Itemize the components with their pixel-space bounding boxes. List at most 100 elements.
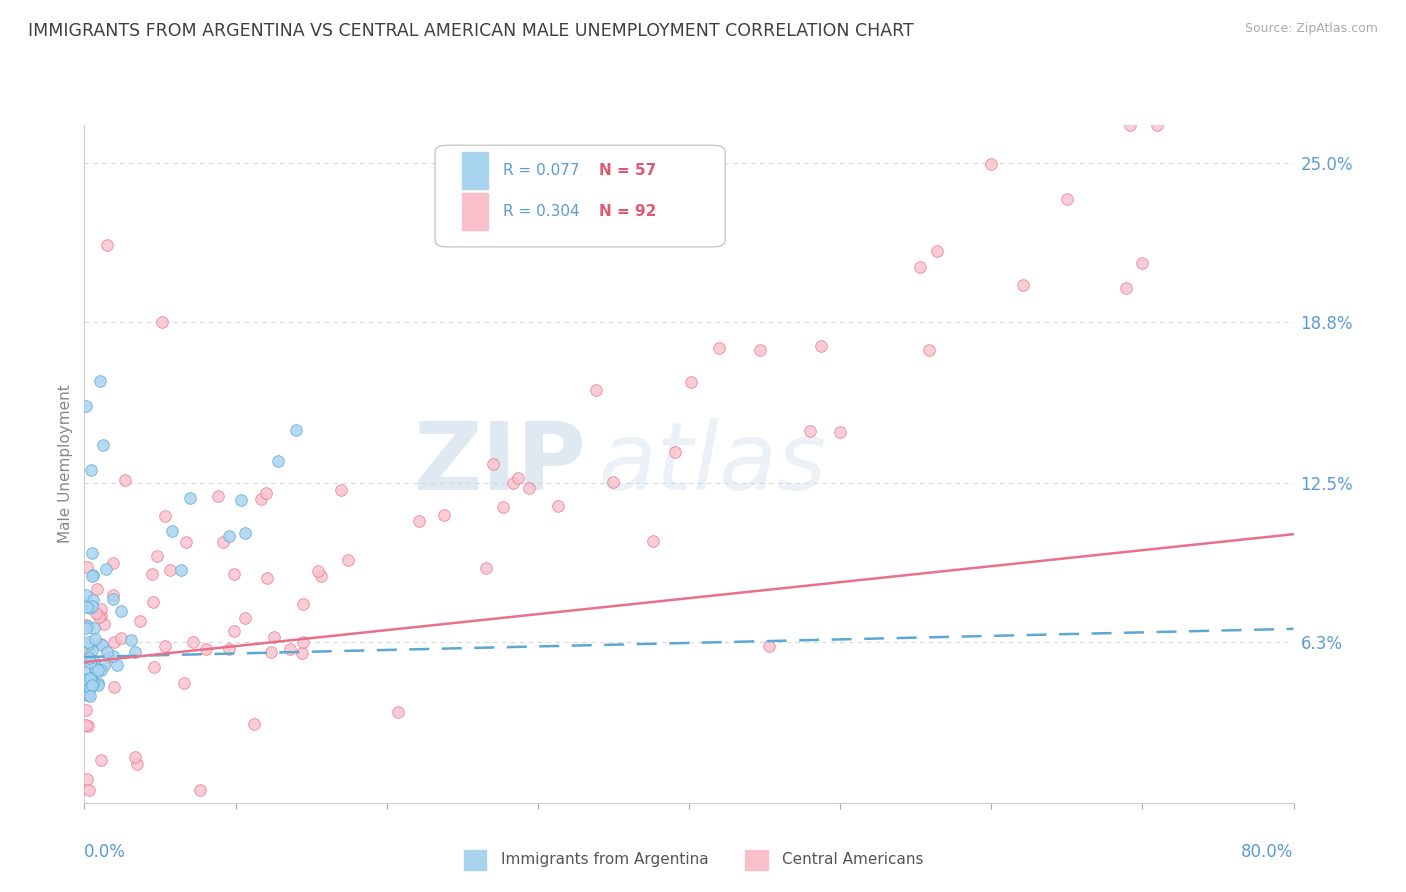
Point — [235, 611, 257, 625]
Point — [1146, 118, 1168, 132]
Point — [96, 238, 118, 252]
Point — [89, 374, 111, 388]
Point — [79, 689, 101, 703]
Point — [90, 602, 112, 616]
Text: N = 92: N = 92 — [599, 203, 657, 219]
Point — [77, 637, 100, 651]
Point — [105, 658, 128, 673]
Point — [129, 614, 152, 628]
Point — [502, 476, 524, 491]
Point — [76, 673, 98, 688]
Point — [79, 681, 101, 695]
Point — [87, 678, 110, 692]
Point — [79, 600, 101, 615]
Point — [83, 655, 105, 669]
Point — [222, 624, 245, 638]
Point — [114, 473, 136, 487]
Point — [925, 244, 948, 258]
Point — [233, 526, 256, 541]
Point — [90, 663, 112, 677]
Point — [1056, 193, 1078, 207]
Point — [433, 508, 456, 522]
Point — [96, 562, 118, 576]
Point — [242, 716, 264, 731]
Point — [980, 157, 1002, 171]
Point — [75, 621, 97, 635]
Point — [124, 645, 146, 659]
Point — [162, 524, 184, 538]
Point — [84, 632, 107, 646]
Point — [266, 454, 288, 468]
Point — [82, 643, 104, 657]
Point — [82, 593, 104, 607]
Point — [76, 719, 98, 733]
Point — [127, 757, 149, 772]
Point — [77, 688, 100, 702]
Point — [76, 560, 98, 574]
Point — [408, 514, 430, 528]
Point — [830, 425, 852, 439]
Point — [337, 553, 360, 567]
Bar — [461, 193, 488, 230]
Y-axis label: Male Unemployment: Male Unemployment — [58, 384, 73, 543]
Point — [82, 676, 104, 690]
Point — [679, 376, 702, 390]
Point — [120, 633, 142, 648]
Point — [93, 616, 115, 631]
Point — [79, 656, 101, 670]
Point — [79, 672, 101, 686]
Point — [145, 549, 167, 563]
Point — [292, 597, 315, 611]
Point — [159, 563, 181, 577]
Point — [83, 621, 105, 635]
Point — [222, 566, 245, 581]
Point — [77, 688, 100, 702]
Point — [143, 659, 166, 673]
Point — [75, 588, 97, 602]
Text: atlas: atlas — [599, 418, 827, 509]
Point — [101, 588, 124, 602]
Point — [482, 457, 505, 471]
Point — [76, 599, 98, 614]
Point — [309, 569, 332, 583]
Point — [80, 569, 103, 583]
Point — [76, 772, 98, 786]
Point — [80, 678, 103, 692]
Point — [643, 533, 665, 548]
Point — [80, 546, 103, 560]
Point — [256, 571, 278, 585]
Point — [75, 399, 97, 413]
Point — [207, 489, 229, 503]
Point — [1115, 281, 1137, 295]
Point — [218, 529, 240, 543]
Point — [169, 563, 191, 577]
Point — [263, 630, 285, 644]
Point — [188, 783, 211, 797]
Point — [82, 673, 104, 688]
Point — [82, 567, 104, 582]
FancyBboxPatch shape — [434, 145, 725, 247]
Point — [174, 534, 197, 549]
Point — [87, 663, 110, 677]
Point — [810, 339, 832, 353]
Point — [91, 437, 114, 451]
Point — [664, 445, 686, 459]
Point — [90, 608, 112, 623]
Point — [918, 343, 941, 358]
Text: Immigrants from Argentina: Immigrants from Argentina — [501, 853, 709, 867]
Point — [86, 582, 108, 596]
Point — [173, 675, 195, 690]
Point — [75, 665, 97, 679]
Text: R = 0.304: R = 0.304 — [503, 203, 579, 219]
Point — [80, 599, 103, 613]
Point — [748, 343, 770, 357]
Text: R = 0.077: R = 0.077 — [503, 163, 579, 178]
Point — [77, 783, 100, 797]
Point — [1130, 256, 1153, 270]
Text: Central Americans: Central Americans — [782, 853, 924, 867]
Point — [83, 661, 105, 675]
Point — [211, 534, 233, 549]
Point — [90, 637, 112, 651]
Point — [908, 260, 931, 274]
Point — [103, 680, 125, 694]
